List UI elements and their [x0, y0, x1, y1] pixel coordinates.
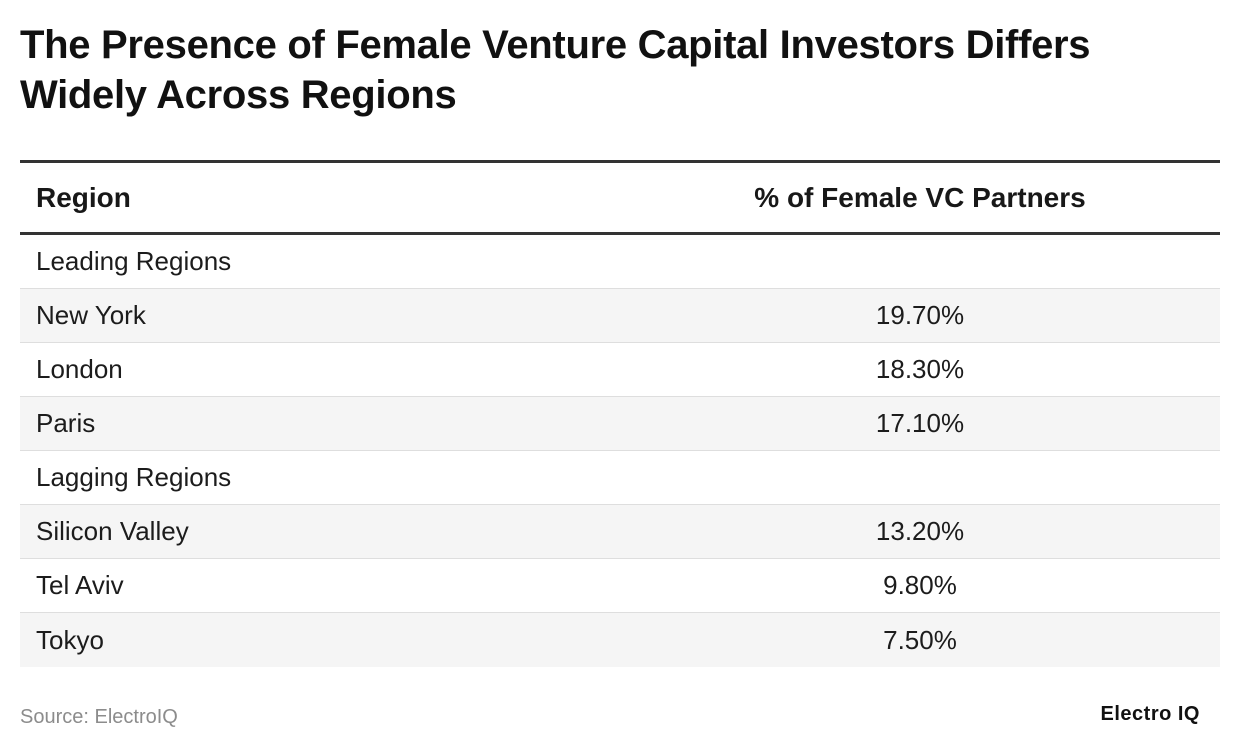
table-row: New York 19.70% — [20, 289, 1220, 343]
column-header-region: Region — [36, 181, 131, 213]
column-header-female-vc-partners: % of Female VC Partners — [754, 181, 1086, 213]
source-note: Source: ElectroIQ — [20, 706, 178, 728]
table-row: Tokyo 7.50% — [20, 613, 1220, 667]
chart-title: The Presence of Female Venture Capital I… — [20, 23, 1091, 117]
table-cell-region: Tel Aviv — [36, 570, 124, 600]
table-top-rule — [20, 160, 1220, 163]
table-row: Silicon Valley 13.20% — [20, 505, 1220, 559]
table-row: Paris 17.10% — [20, 397, 1220, 451]
brand-logo: Electro IQ — [1100, 703, 1200, 725]
table-cell-value: 18.30% — [875, 354, 965, 384]
table-cell-region: Lagging Regions — [36, 462, 232, 492]
table-header-row: Region % of Female VC Partners — [20, 163, 1220, 235]
table-row: London 18.30% — [20, 343, 1220, 397]
data-table: Region % of Female VC Partners Leading R… — [20, 160, 1220, 667]
table-cell-region: Leading Regions — [36, 246, 232, 276]
table-row: Leading Regions — [20, 235, 1220, 289]
table-cell-region: Tokyo — [36, 624, 104, 655]
table-cell-region: London — [36, 354, 123, 384]
table-cell-value: 7.50% — [883, 624, 957, 655]
table-cell-value: 9.80% — [883, 570, 957, 600]
table-cell-value: 19.70% — [875, 300, 965, 330]
table-cell-value: 13.20% — [875, 516, 965, 546]
table-cell-region: Paris — [36, 408, 96, 438]
table-row: Tel Aviv 9.80% — [20, 559, 1220, 613]
table-row: Lagging Regions — [20, 451, 1220, 505]
table-cell-region: Silicon Valley — [36, 516, 189, 546]
table-body: Leading Regions New York 19.70% London 18.30… — [20, 235, 1220, 667]
table-cell-value: 17.10% — [875, 408, 965, 438]
table-cell-region: New York — [36, 300, 146, 330]
